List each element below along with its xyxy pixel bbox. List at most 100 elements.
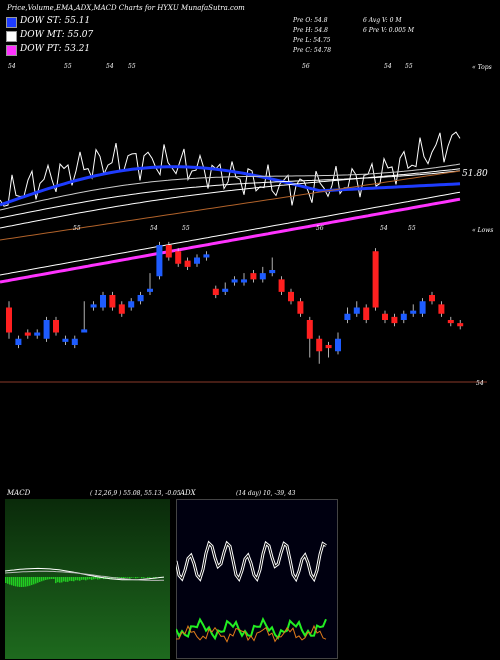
macd-signal-line	[5, 570, 164, 581]
candle-body	[53, 320, 59, 333]
macd-bar	[121, 577, 123, 579]
candle-body	[241, 279, 247, 283]
macd-bar	[75, 577, 77, 581]
macd-bar	[45, 577, 47, 580]
macd-bar	[87, 577, 89, 580]
candle-body	[410, 310, 417, 314]
macd-bar	[127, 577, 129, 578]
low-mark: 56	[316, 225, 324, 232]
macd-bar	[73, 577, 75, 582]
low-mark: 55	[73, 225, 81, 232]
top-mark: 55	[405, 63, 413, 70]
stat-pre-open: Pre O: 54.8	[293, 17, 328, 24]
candle-body	[316, 338, 323, 352]
candle-body	[15, 338, 22, 345]
macd-bar	[129, 577, 131, 579]
adx-panel	[176, 499, 338, 659]
macd-bar	[85, 577, 87, 581]
candle-body	[62, 338, 69, 342]
candle-body	[6, 307, 12, 333]
bottom-price-label: 54	[476, 380, 484, 387]
macd-bar	[5, 577, 7, 583]
macd-bar	[7, 577, 9, 584]
top-mark: 54	[384, 63, 392, 70]
candle-body	[212, 288, 219, 295]
low-mark: 54	[150, 225, 158, 232]
macd-bar	[147, 577, 149, 578]
ema-medium-line	[0, 163, 461, 211]
macd-label: MACD	[7, 489, 31, 497]
macd-bar	[67, 577, 69, 582]
candle-body	[447, 320, 454, 324]
macd-bar	[137, 577, 139, 578]
macd-bar	[27, 577, 29, 587]
macd-bar	[43, 577, 45, 581]
macd-bar	[17, 577, 19, 587]
macd-bar	[93, 577, 95, 580]
chart-title: Price,Volume,EMA,ADX,MACD Charts for HYX…	[7, 4, 245, 12]
candle-body	[203, 254, 210, 258]
macd-bar	[77, 577, 79, 581]
candle-body	[137, 295, 144, 302]
candle-body	[457, 323, 464, 327]
ema-short-line	[0, 165, 461, 207]
candle-body	[100, 295, 106, 308]
candle-body	[288, 291, 294, 302]
candle-body	[156, 245, 163, 277]
macd-bar	[109, 577, 111, 579]
macd-bar	[37, 577, 39, 583]
candle-body	[259, 273, 266, 280]
candle-body	[118, 304, 125, 314]
candle-body	[297, 301, 304, 314]
macd-bar	[49, 577, 51, 580]
macd-bar	[141, 577, 143, 579]
macd-panel	[5, 499, 170, 659]
candle-body	[335, 338, 341, 352]
macd-bar	[15, 577, 17, 587]
candle-body	[90, 304, 97, 308]
stat-avg-volume: 6 Avg V: 0 M	[363, 17, 402, 24]
legend-swatch-st	[6, 17, 17, 28]
macd-bar	[57, 577, 59, 583]
stat-pre-volume: 6 Pre V: 0.005 M	[363, 27, 414, 34]
candle-body	[147, 288, 153, 292]
macd-bar	[29, 577, 31, 586]
legend-dow-st: DOW ST: 55.11	[20, 16, 91, 26]
macd-bar	[119, 577, 121, 578]
adx-line-inner	[176, 542, 327, 581]
macd-bar	[107, 577, 109, 579]
candle-body	[165, 245, 172, 258]
candle-body	[34, 332, 41, 336]
macd-bar	[95, 577, 97, 579]
tops-label: « Tops	[472, 64, 492, 71]
macd-bar	[153, 577, 155, 578]
macd-bar	[39, 577, 41, 582]
stat-pre-high: Pre H: 54.8	[293, 27, 328, 34]
legend-swatch-mt	[6, 31, 17, 42]
candle-body	[71, 338, 78, 345]
low-mark: 54	[380, 225, 388, 232]
top-mark: 54	[8, 63, 16, 70]
macd-bar	[63, 577, 65, 582]
candle-body	[363, 307, 370, 320]
candle-body	[391, 316, 398, 324]
candle-body	[429, 295, 435, 302]
candle-body	[325, 345, 332, 349]
ema-pt-line	[0, 197, 461, 284]
macd-bar	[19, 577, 21, 587]
macd-bar	[99, 577, 101, 580]
top-mark: 55	[64, 63, 72, 70]
stat-pre-close: Pre C: 54.78	[293, 47, 332, 54]
candle-body	[43, 320, 50, 339]
macd-bar	[51, 577, 53, 580]
candle-body	[400, 313, 407, 320]
macd-bar	[65, 577, 67, 582]
macd-bar	[123, 577, 125, 579]
macd-bar	[9, 577, 11, 585]
macd-bar	[11, 577, 13, 586]
candle-body	[419, 301, 426, 314]
macd-bar	[23, 577, 25, 587]
low-mark: 55	[408, 225, 416, 232]
candle-body	[81, 329, 88, 333]
macd-bar	[41, 577, 43, 582]
